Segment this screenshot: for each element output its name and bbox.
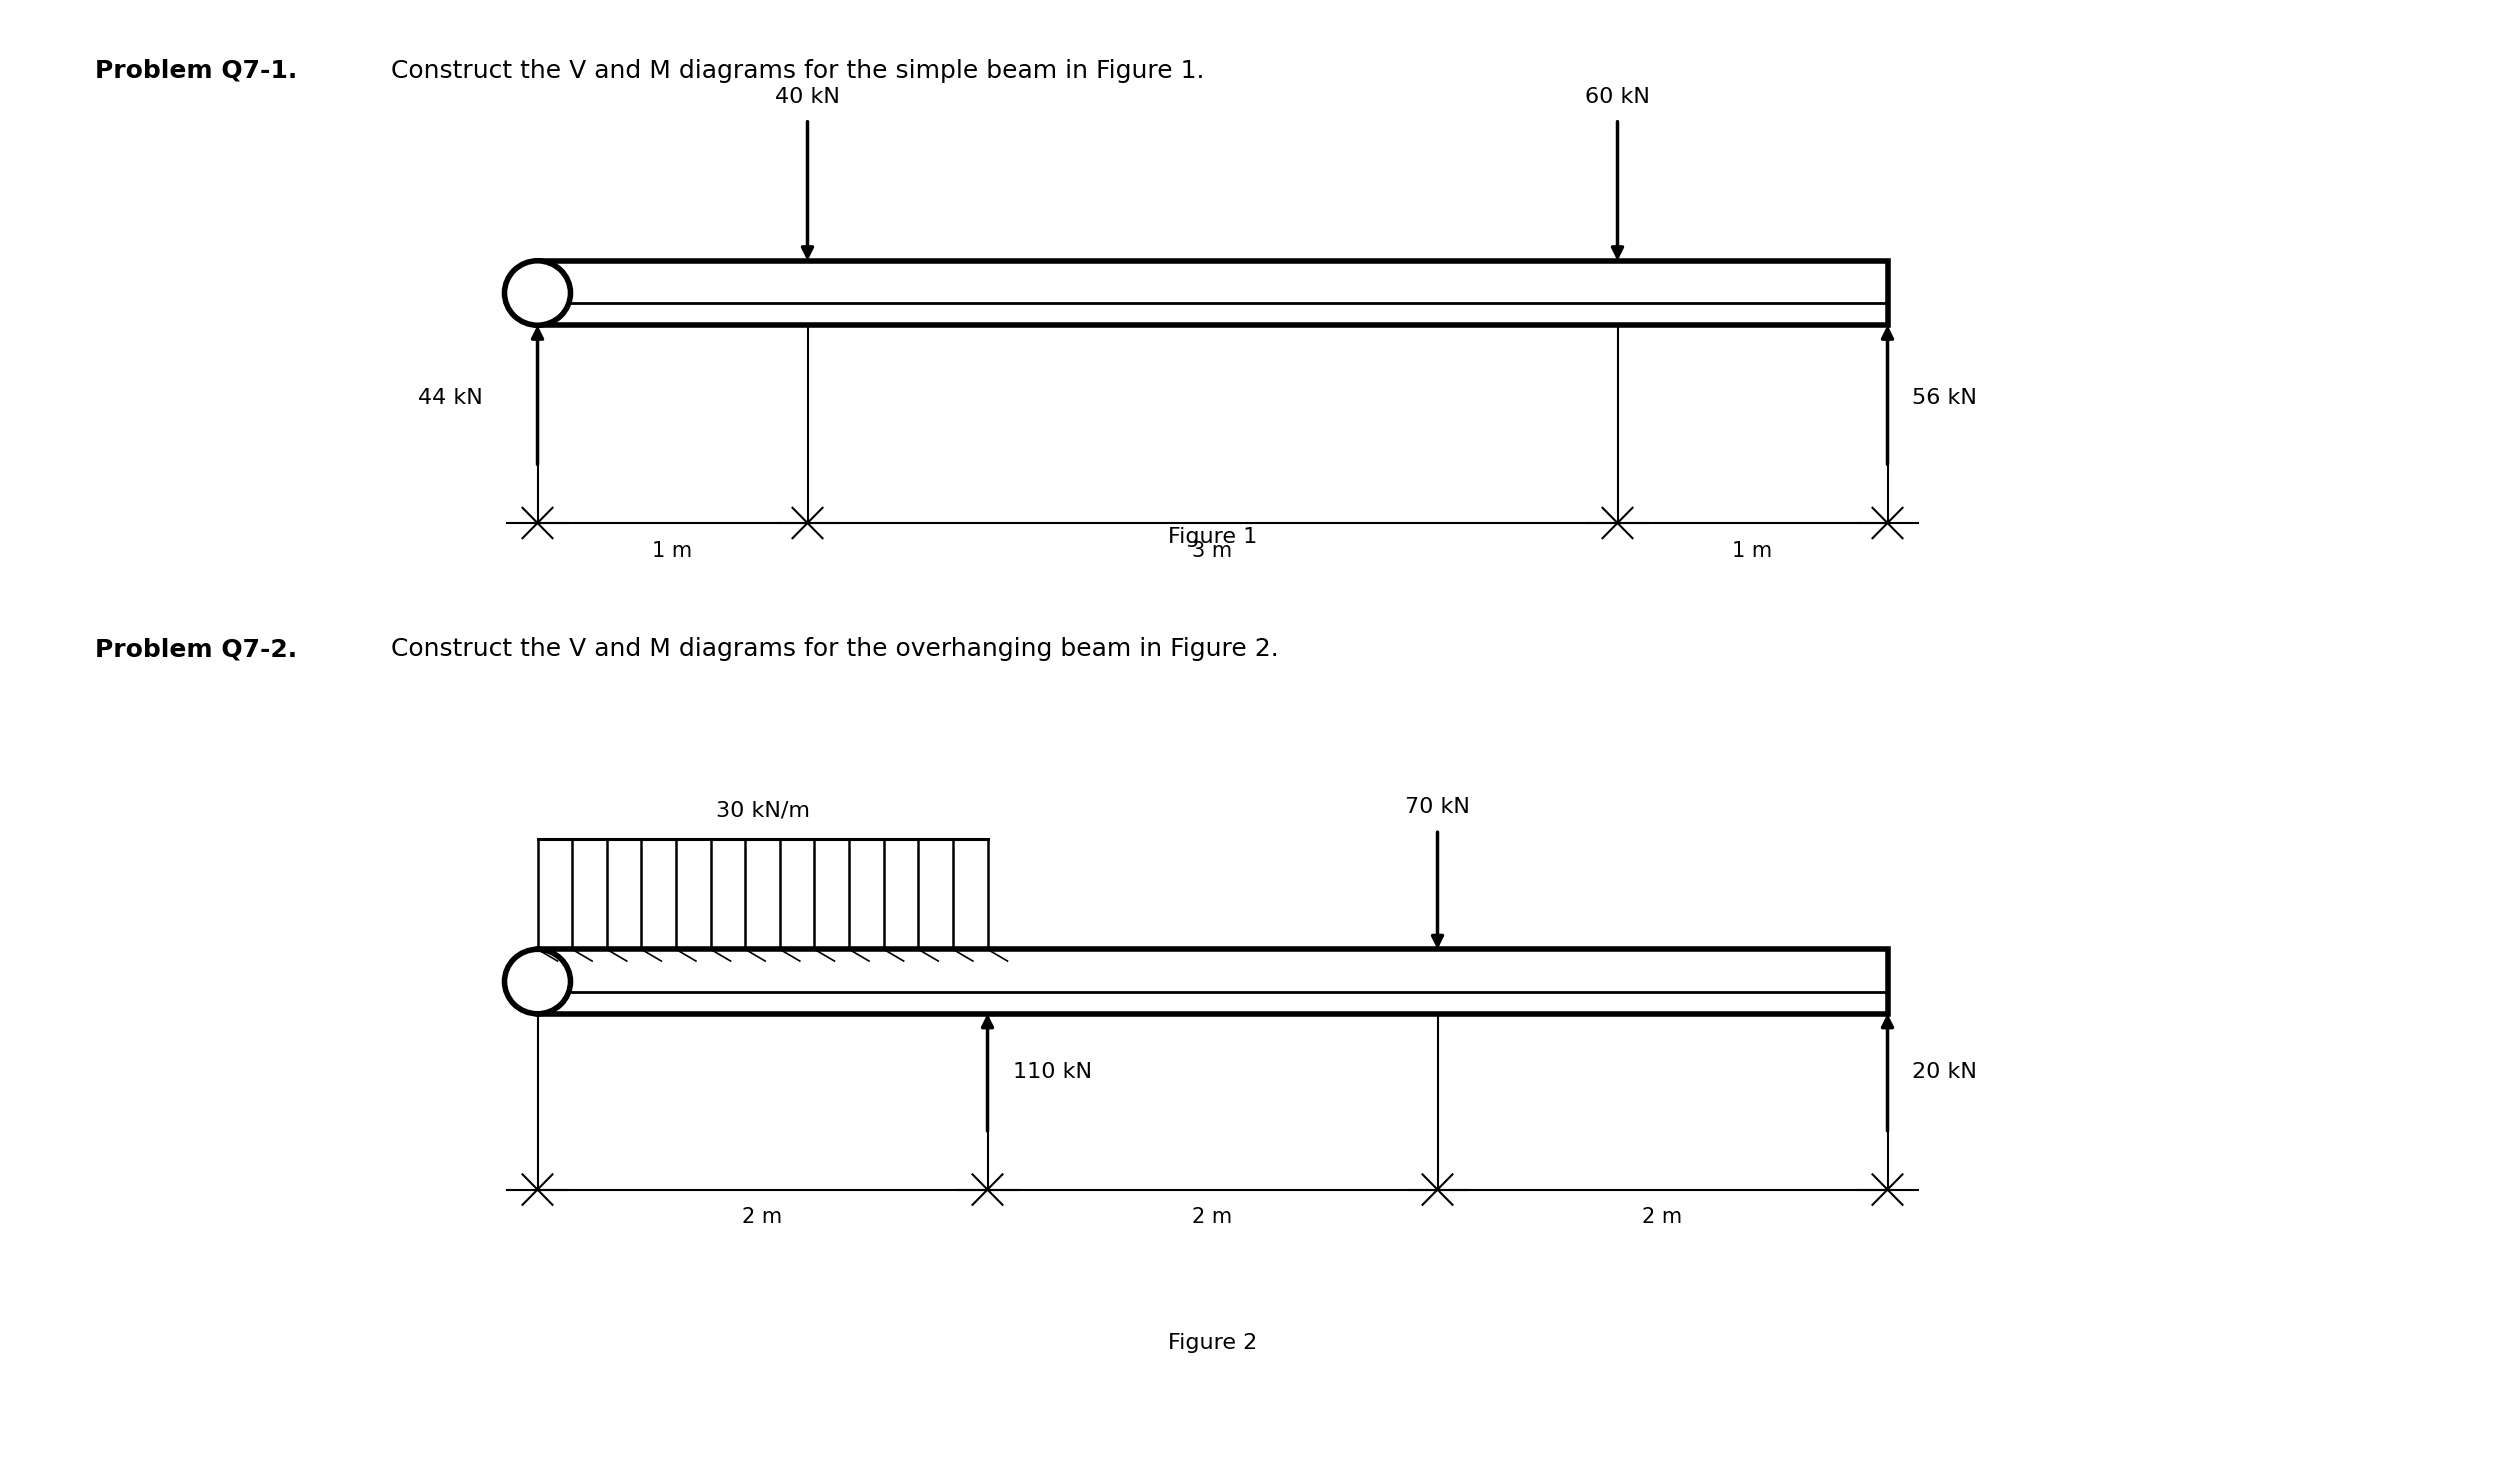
Text: 20 kN: 20 kN — [1912, 1062, 1978, 1083]
Text: 30 kN/m: 30 kN/m — [715, 800, 810, 820]
Text: 2 m: 2 m — [1642, 1207, 1682, 1228]
Ellipse shape — [505, 949, 570, 1014]
Text: 1 m: 1 m — [652, 541, 692, 561]
Text: 110 kN: 110 kN — [1013, 1062, 1092, 1083]
Text: 2 m: 2 m — [1192, 1207, 1232, 1228]
Text: 3 m: 3 m — [1192, 541, 1232, 561]
Text: Construct the V and M diagrams for the overhanging beam in Figure 2.: Construct the V and M diagrams for the o… — [375, 637, 1280, 661]
Text: Problem Q7-1.: Problem Q7-1. — [95, 59, 298, 82]
Text: 1 m: 1 m — [1732, 541, 1772, 561]
Text: 2 m: 2 m — [742, 1207, 782, 1228]
Text: 60 kN: 60 kN — [1585, 86, 1650, 107]
Ellipse shape — [505, 261, 570, 325]
Polygon shape — [538, 261, 1888, 325]
Text: Figure 2: Figure 2 — [1168, 1333, 1258, 1354]
Text: Construct the V and M diagrams for the simple beam in Figure 1.: Construct the V and M diagrams for the s… — [375, 59, 1205, 82]
Text: Figure 1: Figure 1 — [1168, 527, 1258, 548]
Text: 44 kN: 44 kN — [418, 388, 482, 409]
Text: 56 kN: 56 kN — [1912, 388, 1978, 409]
Text: 40 kN: 40 kN — [775, 86, 840, 107]
Text: 70 kN: 70 kN — [1405, 797, 1470, 817]
Text: Problem Q7-2.: Problem Q7-2. — [95, 637, 298, 661]
Polygon shape — [538, 949, 1888, 1014]
